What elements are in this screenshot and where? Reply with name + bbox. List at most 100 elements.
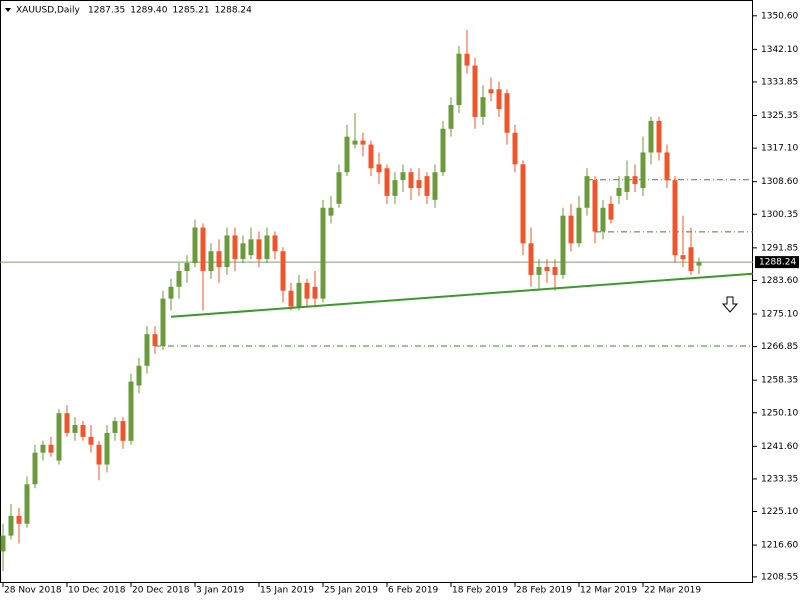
y-tick-label: 1258.35 (761, 376, 798, 386)
candle-body (16, 515, 22, 524)
candle-body (352, 140, 358, 145)
candle-body (288, 290, 294, 307)
candle-body (280, 251, 286, 291)
down-arrow (721, 296, 739, 313)
y-tick-label: 1275.10 (761, 310, 798, 320)
candle-body (168, 286, 174, 299)
candle-body (400, 172, 406, 181)
candle-body (96, 444, 102, 465)
candle-body (456, 53, 462, 106)
candle-body (584, 176, 590, 208)
y-tick-label: 1325.35 (761, 111, 798, 121)
candle-body (312, 286, 318, 299)
candle-body (344, 136, 350, 173)
candle-body (216, 251, 222, 268)
y-tick-label: 1233.35 (761, 474, 798, 484)
candle-body (416, 180, 422, 189)
candle-body (320, 207, 326, 299)
candle-body (144, 334, 150, 366)
candle-body (64, 413, 70, 433)
y-tick-label: 1317.10 (761, 144, 798, 154)
y-tick-label: 1350.60 (761, 11, 798, 21)
candle-body (392, 180, 398, 196)
y-tick-label: 1308.60 (761, 177, 798, 187)
x-tick-label: 20 Dec 2018 (132, 586, 190, 596)
candle-body (592, 180, 598, 232)
candle-body (600, 207, 606, 232)
candle-body (408, 172, 414, 189)
candle-body (488, 89, 494, 94)
candle-body (224, 235, 230, 268)
candle-body (624, 176, 630, 192)
candle-body (552, 267, 558, 275)
candle-body (616, 188, 622, 196)
x-tick-label: 15 Jan 2019 (260, 586, 314, 596)
candle-body (648, 120, 654, 153)
y-tick-label: 1216.60 (761, 541, 798, 551)
candle-body (640, 152, 646, 189)
candle-body (672, 180, 678, 256)
y-tick-label: 1266.85 (761, 342, 798, 352)
candle-body (448, 105, 454, 129)
candle-body (8, 515, 14, 536)
candle-body (136, 365, 142, 386)
candle-body (296, 282, 302, 307)
x-tick-label: 6 Feb 2019 (388, 586, 439, 596)
candle-body (0, 535, 6, 552)
candle-body (152, 334, 158, 347)
candle-body (272, 235, 278, 252)
candle-body (528, 243, 534, 275)
symbol: XAUUSD,Daily (16, 6, 80, 16)
candle-body (232, 235, 238, 260)
candle-body (88, 436, 94, 445)
candle-body (248, 239, 254, 256)
candle-body (112, 421, 118, 433)
candle-body (696, 262, 702, 266)
candle-body (656, 120, 662, 153)
candle-body (48, 444, 54, 453)
x-tick-label: 28 Feb 2019 (516, 586, 572, 596)
candle-body (504, 93, 510, 133)
candle-body (576, 207, 582, 244)
candle-body (56, 413, 62, 461)
candle-body (608, 203, 614, 220)
trendline (170, 272, 753, 318)
candle-body (432, 172, 438, 200)
candle-body (688, 247, 694, 271)
last-price-tag (755, 256, 799, 269)
candle-body (256, 239, 262, 260)
candle-body (496, 89, 502, 110)
candle-body (40, 444, 46, 453)
candle-body (240, 243, 246, 260)
x-tick-label: 22 Mar 2019 (644, 586, 701, 596)
candle-body (680, 255, 686, 260)
x-tick-label: 28 Nov 2018 (4, 586, 62, 596)
y-tick-label: 1300.35 (761, 210, 798, 220)
candle-body (160, 298, 166, 347)
candle-body (304, 282, 310, 299)
candle-body (664, 152, 670, 181)
header-value: 1285.21 (172, 6, 209, 16)
candle-body (568, 215, 574, 244)
candle-body (120, 421, 126, 441)
candle-body (560, 215, 566, 275)
candle-body (464, 53, 470, 66)
candle-body (480, 97, 486, 117)
y-tick-label: 1291.85 (761, 243, 798, 253)
candle-body (72, 425, 78, 433)
candle-body (192, 227, 198, 264)
y-tick-label: 1283.60 (761, 276, 798, 286)
candle-body (128, 381, 134, 441)
y-tick-label: 1342.10 (761, 45, 798, 55)
candle-body (536, 267, 542, 275)
candle-body (360, 140, 366, 145)
x-tick-label: 25 Jan 2019 (324, 586, 378, 596)
candle-body (32, 452, 38, 485)
x-tick-label: 12 Mar 2019 (580, 586, 637, 596)
y-tick-label: 1333.85 (761, 77, 798, 87)
x-tick-label: 10 Dec 2018 (68, 586, 126, 596)
candle-body (424, 176, 430, 196)
candle-body (632, 176, 638, 185)
candle-body (208, 251, 214, 271)
